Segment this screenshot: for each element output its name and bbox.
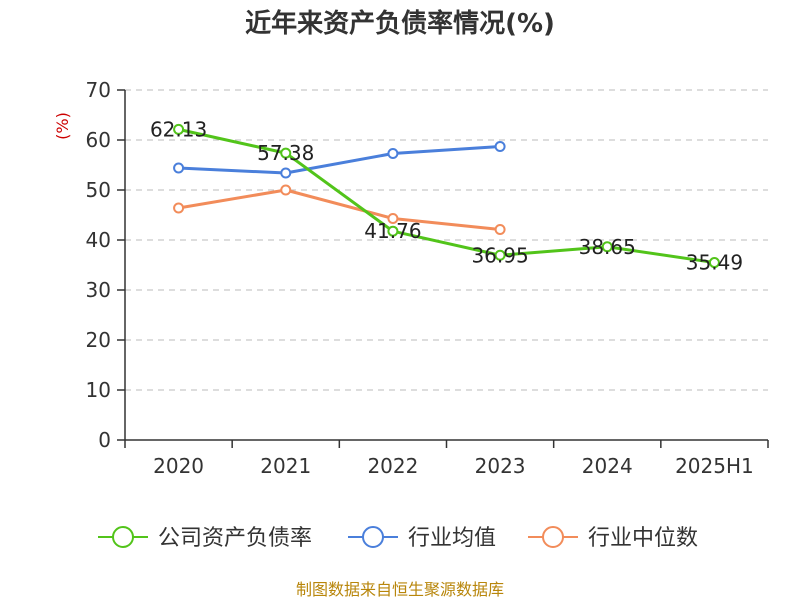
- y-tick-label: 0: [98, 428, 111, 452]
- data-label: 57.38: [257, 141, 314, 165]
- data-point: [387, 148, 399, 159]
- data-point: [173, 202, 185, 214]
- data-point: [280, 147, 292, 159]
- series-group: [173, 123, 720, 269]
- data-point: [601, 241, 613, 253]
- data-point: [494, 141, 506, 152]
- x-tick-label: 2020: [153, 454, 204, 478]
- data-point: [173, 123, 185, 135]
- legend-marker: [542, 526, 564, 548]
- series-0: [173, 123, 720, 269]
- legend-label: 行业均值: [408, 526, 496, 551]
- data-label: 38.65: [579, 235, 636, 259]
- data-point: [494, 249, 506, 261]
- y-tick-label: 20: [86, 328, 111, 352]
- data-label: 62.13: [150, 117, 207, 141]
- series-line: [178, 188, 501, 231]
- data-point: [280, 167, 292, 179]
- y-tick-label: 60: [86, 128, 111, 152]
- data-point: [708, 257, 720, 269]
- x-tick-label: 2023: [475, 454, 526, 478]
- y-axis-unit-label: (%): [53, 112, 72, 140]
- y-tick-label: 50: [86, 178, 111, 202]
- y-tick-label: 40: [86, 228, 111, 252]
- x-tick-label: 2024: [582, 454, 633, 478]
- x-tick-label: 2022: [367, 454, 418, 478]
- legend: 公司资产负债率 行业均值 行业中位数: [98, 526, 698, 551]
- x-tick-label: 2025H1: [675, 454, 754, 478]
- series-line: [178, 145, 501, 175]
- legend-marker: [112, 526, 134, 548]
- legend-marker: [362, 526, 384, 548]
- data-labels: 62.13 57.38 41.76 36.95 38.65 35.49: [150, 117, 743, 274]
- data-point: [280, 184, 292, 196]
- y-tick-label: 30: [86, 278, 111, 302]
- x-tick-label: 2021: [260, 454, 311, 478]
- y-tick-label: 10: [86, 378, 111, 402]
- legend-label: 行业中位数: [588, 526, 698, 551]
- data-label: 41.76: [364, 219, 421, 243]
- data-point: [387, 225, 399, 237]
- series-line: [178, 127, 715, 265]
- data-label: 36.95: [471, 243, 528, 267]
- series-1: [173, 141, 506, 179]
- data-point: [173, 162, 185, 174]
- y-tick-label: 70: [86, 78, 111, 102]
- data-point: [494, 224, 506, 235]
- gridlines: [125, 89, 768, 391]
- legend-label: 公司资产负债率: [158, 526, 312, 551]
- series-2: [173, 184, 506, 235]
- axes: 0 10 20 30 40 50 60 70 2020 2021 2022 2023 2024 2025H…: [86, 78, 769, 478]
- data-point: [387, 213, 399, 224]
- chart-title: 近年来资产负债率情况(%): [245, 8, 555, 39]
- data-label: 35.49: [686, 251, 743, 275]
- source-note: 制图数据来自恒生聚源数据库: [296, 580, 504, 599]
